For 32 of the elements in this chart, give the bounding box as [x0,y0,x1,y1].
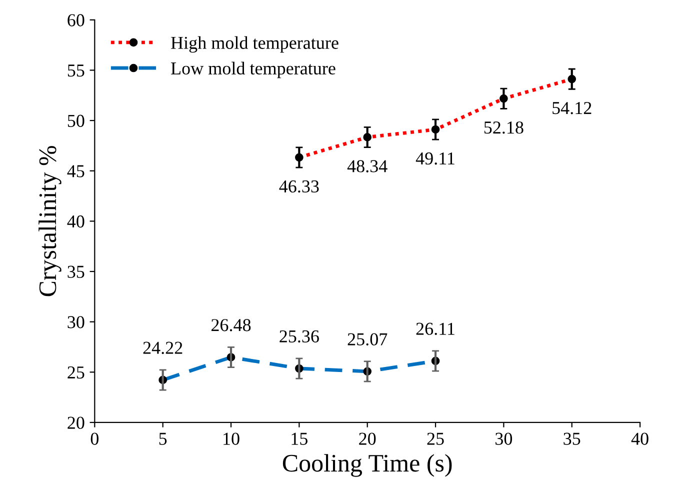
data-label: 54.12 [552,102,592,114]
legend-label: Low mold temperature [171,62,336,78]
y-tick-label: 45 [67,165,84,178]
y-tick-label: 55 [68,64,84,77]
data-label: 24.22 [143,342,182,354]
y-tick-label: 20 [68,416,84,429]
x-tick-label: 0 [90,432,98,445]
x-tick-label: 25 [427,432,444,445]
y-tick-label: 60 [68,14,84,26]
y-tick-label: 35 [68,266,84,278]
data-label: 26.48 [211,319,251,332]
data-label: 26.11 [416,322,454,335]
y-axis-title: Crystallinity % [38,146,62,296]
y-tick-label: 40 [67,215,84,228]
x-tick-label: 20 [359,432,376,445]
x-tick-label: 30 [496,432,512,445]
data-label: 49.11 [416,152,454,165]
y-tick-label: 50 [68,114,84,127]
x-axis-title: Cooling Time (s) [282,454,452,477]
y-tick-label: 25 [68,366,84,379]
y-tick-label: 30 [68,316,84,328]
data-label: 48.34 [347,160,388,172]
data-label: 25.07 [348,333,388,346]
data-label: 25.36 [280,330,319,343]
x-tick-label: 40 [631,432,648,445]
data-label: 46.33 [279,180,319,193]
x-tick-label: 35 [564,432,580,445]
legend-label: High mold temperature [171,36,338,53]
data-label: 52.18 [484,121,524,134]
x-tick-label: 15 [292,432,308,445]
x-tick-label: 5 [159,432,167,445]
x-tick-label: 10 [224,432,240,445]
